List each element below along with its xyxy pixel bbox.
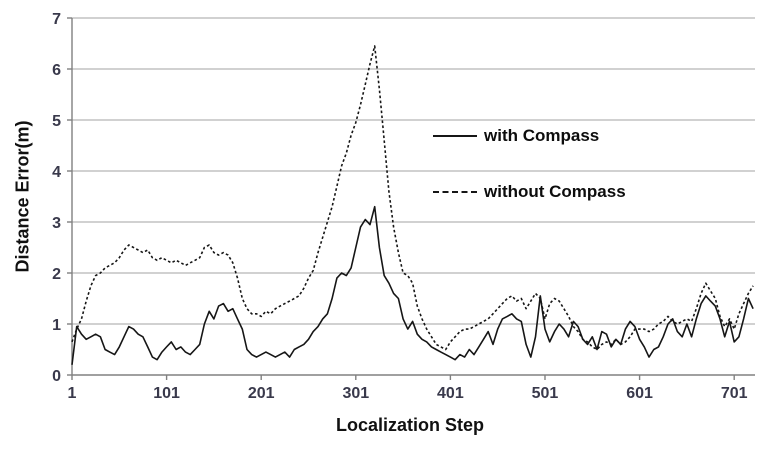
legend-label-with-compass: with Compass	[484, 126, 600, 145]
legend-item-without-compass: without Compass	[433, 174, 626, 210]
x-tick-label: 101	[153, 385, 180, 402]
x-tick-label: 401	[437, 385, 464, 402]
x-tick-label: 601	[626, 385, 653, 402]
legend-item-with-compass: with Compass	[433, 118, 626, 154]
legend: with Compass without Compass	[433, 118, 626, 210]
dashed-line-icon	[433, 191, 477, 193]
y-tick-label: 2	[52, 266, 61, 283]
y-tick-label: 6	[52, 62, 61, 79]
y-axis-title: Distance Error(m)	[12, 120, 33, 273]
x-tick-label: 1	[68, 385, 77, 402]
y-tick-label: 1	[52, 317, 61, 334]
y-tick-label: 5	[52, 113, 61, 130]
y-tick-label: 3	[52, 215, 61, 232]
x-tick-label: 301	[342, 385, 369, 402]
x-tick-label: 701	[721, 385, 748, 402]
x-tick-label: 501	[532, 385, 559, 402]
legend-label-without-compass: without Compass	[484, 182, 626, 201]
y-tick-label: 7	[52, 11, 61, 28]
y-tick-label: 4	[52, 164, 61, 181]
series-line-without-compass	[71, 45, 754, 351]
series-line-with-compass	[71, 205, 754, 365]
x-axis-title: Localization Step	[335, 415, 485, 435]
y-tick-label: 0	[52, 368, 61, 385]
x-tick-label: 201	[248, 385, 275, 402]
solid-line-icon	[433, 135, 477, 137]
